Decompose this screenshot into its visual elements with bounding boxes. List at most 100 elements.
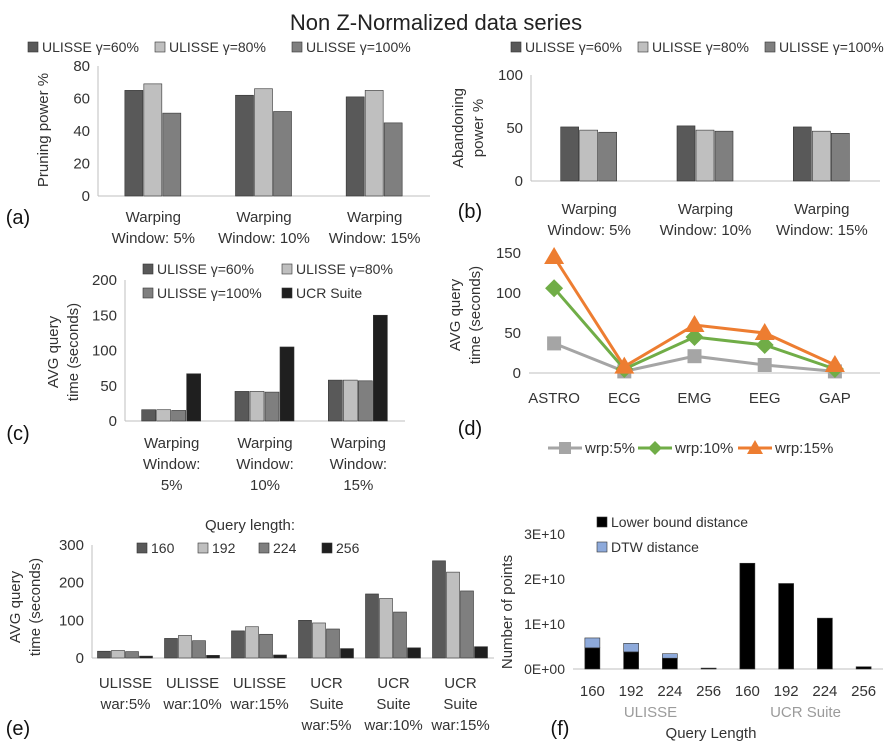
bar-c (186, 373, 201, 422)
x-tick-label-e: war:5% (300, 717, 351, 734)
bar-f (623, 643, 639, 653)
marker-triangle-d (614, 356, 635, 374)
bar-f (778, 583, 794, 670)
y-tick-label-d: 0 (513, 365, 521, 382)
group-label-f: ULISSE (624, 704, 677, 721)
legend-marker-d (648, 441, 662, 455)
y-tick-label-c: 50 (100, 378, 117, 395)
marker-square-d (757, 358, 772, 372)
bar-f (623, 651, 639, 670)
y-tick-label-e: 100 (59, 612, 84, 629)
bar-e (298, 620, 312, 659)
x-tick-label-f: 224 (657, 683, 682, 700)
y-axis-title-b: Abandoning (450, 88, 467, 168)
legend-b: ULISSE γ=100% (779, 39, 884, 55)
panel-label-f: (f) (551, 718, 570, 740)
x-tick-label-a: Warping (126, 209, 181, 226)
x-tick-label-f: 256 (696, 683, 721, 700)
x-tick-label-e: war:5% (99, 696, 150, 713)
y-axis-title-c: AVG query (45, 315, 62, 388)
marker-diamond-d (545, 279, 564, 298)
y-tick-label-d: 150 (496, 245, 521, 262)
bar-e (407, 647, 421, 659)
bar-c (171, 410, 186, 422)
bar-c (249, 391, 265, 422)
x-tick-label-c: Warping (144, 435, 199, 452)
x-tick-label-e: UCR (444, 675, 477, 692)
y-axis-title-c: time (seconds) (65, 303, 82, 401)
y-tick-label-a: 40 (73, 123, 90, 140)
bar-e (245, 626, 259, 659)
y-tick-label-d: 50 (504, 325, 521, 342)
y-tick-label-d: 100 (496, 285, 521, 302)
y-axis-title-e: AVG query (7, 570, 24, 643)
y-tick-label-c: 200 (92, 272, 117, 289)
y-axis-title-d: time (seconds) (467, 266, 484, 364)
y-tick-label-c: 0 (109, 413, 117, 430)
x-tick-label-c: 5% (161, 477, 183, 494)
x-tick-label-c: Warping (237, 435, 292, 452)
y-axis-title-d: AVG query (447, 278, 464, 351)
panel-label-d: (d) (458, 418, 482, 440)
bar-a (162, 112, 182, 197)
bar-b (793, 126, 812, 182)
legend-c-swatch (281, 287, 293, 299)
bar-c (141, 409, 156, 422)
x-tick-label-a: Window: 5% (112, 230, 195, 247)
x-tick-label-c: 15% (343, 477, 373, 494)
bar-c (156, 409, 171, 422)
legend-a-swatch (291, 41, 303, 53)
x-tick-label-e: Suite (376, 696, 410, 713)
y-axis-title-a: Pruning power % (35, 73, 52, 187)
x-tick-label-e: ULISSE (99, 675, 152, 692)
x-tick-label-f: 160 (735, 683, 760, 700)
legend-c: ULISSE γ=60% (157, 261, 254, 277)
x-tick-label-c: Warping (331, 435, 386, 452)
legend-a-swatch (154, 41, 166, 53)
x-tick-label-e: war:15% (229, 696, 288, 713)
legend-c: ULISSE γ=100% (157, 285, 262, 301)
x-tick-label-f: 192 (774, 683, 799, 700)
bar-b (714, 130, 734, 182)
x-tick-label-e: UCR (377, 675, 410, 692)
bar-e (97, 650, 111, 659)
x-tick-label-d: ASTRO (528, 390, 580, 407)
y-tick-label-f: 0E+00 (524, 661, 565, 677)
legend-c: UCR Suite (296, 285, 362, 301)
x-axis-title-f: Query Length (666, 725, 757, 742)
bar-a (235, 94, 254, 197)
x-tick-label-e: Suite (443, 696, 477, 713)
marker-triangle-d (544, 247, 565, 264)
y-tick-label-a: 80 (73, 58, 90, 75)
x-tick-label-b: Warping (562, 201, 617, 218)
y-tick-label-f: 2E+10 (524, 571, 565, 587)
x-tick-label-b: Warping (794, 201, 849, 218)
bar-f (584, 637, 601, 649)
y-tick-label-c: 100 (92, 343, 117, 360)
bar-c (234, 391, 250, 422)
group-label-f: UCR Suite (770, 704, 841, 721)
legend-f-swatch (596, 541, 608, 553)
x-tick-label-e: war:10% (162, 696, 221, 713)
legend-e: 256 (336, 540, 360, 556)
x-tick-label-d: ECG (608, 390, 641, 407)
bar-e (393, 611, 407, 659)
y-axis-title-b: power % (470, 99, 487, 157)
x-tick-label-a: Window: 15% (329, 230, 421, 247)
bar-e (178, 635, 192, 659)
bar-e (111, 650, 125, 659)
y-tick-label-c: 150 (92, 307, 117, 324)
legend-f-swatch (596, 516, 608, 528)
x-tick-label-d: EMG (677, 390, 711, 407)
legend-e-swatch (321, 542, 333, 554)
legend-b-swatch (510, 41, 522, 53)
x-tick-label-e: war:10% (363, 717, 422, 734)
legend-b: ULISSE γ=60% (525, 39, 622, 55)
x-tick-label-e: war:15% (430, 717, 489, 734)
marker-diamond-d (755, 336, 774, 354)
legend-d: wrp:15% (774, 440, 833, 457)
marker-triangle-d (824, 355, 845, 372)
bar-a (383, 122, 403, 197)
legend-a: ULISSE γ=100% (306, 39, 411, 55)
figure-title: Non Z-Normalized data series (290, 10, 582, 35)
